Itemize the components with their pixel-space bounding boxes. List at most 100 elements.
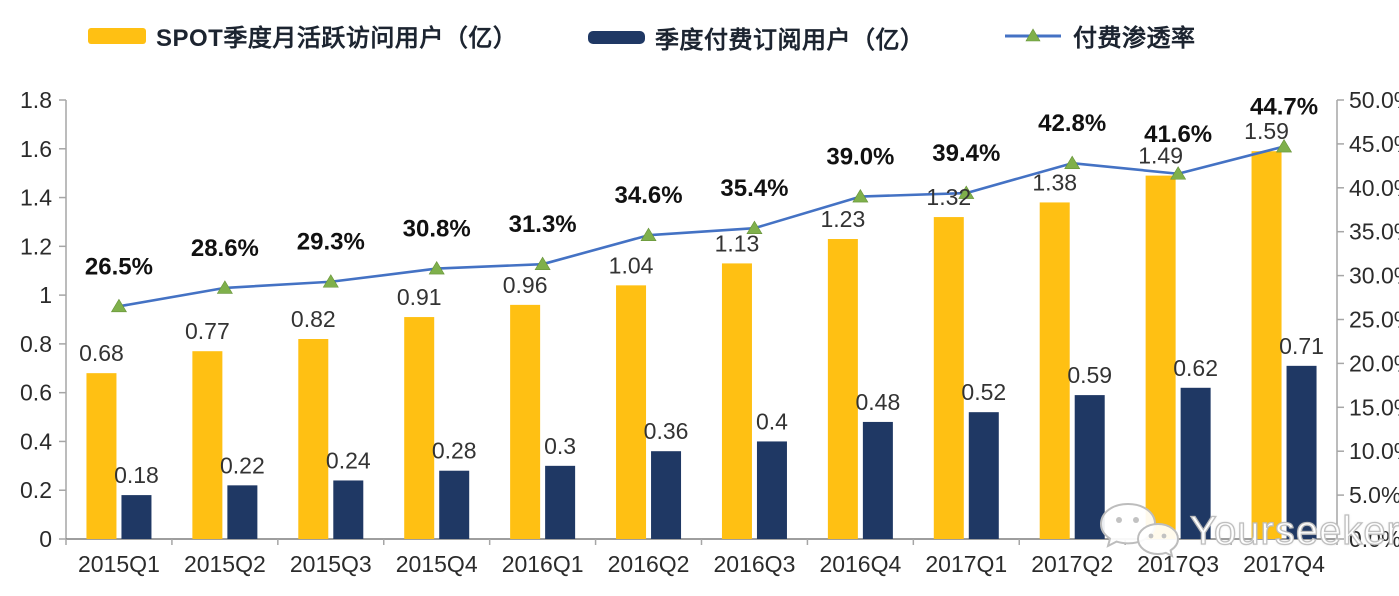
subs-bar xyxy=(333,480,364,539)
mau-value-label: 1.32 xyxy=(926,184,971,210)
legend-label-mau: SPOT季度月活跃访问用户（亿） xyxy=(156,25,518,52)
mau-bar xyxy=(510,304,541,539)
penetration-marker xyxy=(1170,166,1187,180)
mau-value-label: 1.38 xyxy=(1032,169,1077,195)
legend-item-mau: SPOT季度月活跃访问用户（亿） xyxy=(88,18,517,53)
subs-bar xyxy=(1286,365,1317,539)
penetration-value-label: 34.6% xyxy=(615,182,683,209)
penetration-value-label: 31.3% xyxy=(509,211,577,238)
mau-bar xyxy=(827,239,858,539)
legend-label-penetration: 付费渗透率 xyxy=(1073,25,1196,52)
x-axis-label: 2016Q3 xyxy=(714,551,796,577)
subs-bar xyxy=(968,412,999,539)
mau-value-label: 1.04 xyxy=(609,252,654,278)
penetration-value-label: 39.0% xyxy=(826,144,894,171)
subs-value-label: 0.4 xyxy=(756,408,788,434)
mau-value-label: 1.59 xyxy=(1244,118,1289,144)
x-axis-label: 2017Q3 xyxy=(1137,551,1219,577)
mau-bar xyxy=(404,317,435,539)
x-axis-label: 2016Q4 xyxy=(819,551,901,577)
left-axis-label: 0.8 xyxy=(20,331,52,357)
subs-value-label: 0.52 xyxy=(961,379,1006,405)
right-axis-label: 25.0% xyxy=(1349,307,1399,333)
subs-bar xyxy=(862,421,893,539)
penetration-value-label: 35.4% xyxy=(720,175,788,202)
subs-bar xyxy=(1180,387,1211,539)
right-axis-label: 40.0% xyxy=(1349,175,1399,201)
right-axis-label: 50.0% xyxy=(1349,87,1399,113)
penetration-value-label: 28.6% xyxy=(191,235,259,262)
legend-item-penetration: 付费渗透率 xyxy=(1003,18,1196,53)
left-axis-label: 1 xyxy=(39,282,52,308)
left-axis-label: 0.2 xyxy=(20,477,52,503)
mau-bar xyxy=(86,373,117,539)
x-axis-label: 2016Q2 xyxy=(608,551,690,577)
right-axis-label: 30.0% xyxy=(1349,263,1399,289)
x-axis-label: 2015Q4 xyxy=(396,551,478,577)
penetration-marker xyxy=(428,260,445,275)
left-axis-label: 1.4 xyxy=(20,185,52,211)
right-axis-label: 0.0% xyxy=(1349,526,1399,552)
left-axis-label: 1.2 xyxy=(20,233,52,259)
left-axis-label: 0.6 xyxy=(20,380,52,406)
mau-value-label: 0.91 xyxy=(397,284,442,310)
penetration-marker xyxy=(216,280,233,294)
right-axis-label: 45.0% xyxy=(1349,131,1399,157)
mau-bar xyxy=(933,217,964,540)
mau-bar xyxy=(1145,175,1176,539)
mau-bar xyxy=(1251,151,1282,539)
x-axis-label: 2017Q2 xyxy=(1031,551,1113,577)
subs-value-label: 0.3 xyxy=(544,433,576,459)
right-axis-label: 15.0% xyxy=(1349,394,1399,420)
mau-value-label: 0.96 xyxy=(503,272,548,298)
penetration-marker xyxy=(322,274,339,288)
penetration-marker xyxy=(534,256,551,270)
subs-bar xyxy=(756,441,787,539)
x-axis-label: 2017Q4 xyxy=(1243,551,1325,577)
mau-value-label: 1.23 xyxy=(820,206,865,232)
subs-value-label: 0.18 xyxy=(114,462,159,488)
subs-bar xyxy=(545,465,576,539)
mau-value-label: 0.82 xyxy=(291,306,336,332)
penetration-marker xyxy=(746,220,763,234)
right-axis-label: 35.0% xyxy=(1349,219,1399,245)
mau-value-label: 1.49 xyxy=(1138,143,1183,169)
x-axis-label: 2015Q2 xyxy=(184,551,266,577)
left-axis-label: 0.4 xyxy=(20,428,52,454)
penetration-marker xyxy=(110,298,127,313)
subs-value-label: 0.36 xyxy=(644,418,689,444)
penetration-value-label: 30.8% xyxy=(403,216,471,243)
penetration-value-label: 26.5% xyxy=(85,253,153,280)
subs-bar xyxy=(439,470,470,539)
subs-bar xyxy=(227,485,258,539)
penetration-marker xyxy=(640,227,657,242)
right-axis-label: 5.0% xyxy=(1349,482,1399,508)
line-marker-legend-icon xyxy=(1005,27,1061,41)
legend-item-subs: 季度付费订阅用户（亿） xyxy=(588,20,925,55)
left-axis-label: 1.6 xyxy=(20,136,52,162)
subs-value-label: 0.22 xyxy=(220,452,265,478)
penetration-marker xyxy=(1064,155,1081,170)
penetration-marker xyxy=(1276,138,1293,153)
x-axis-label: 2017Q1 xyxy=(925,551,1007,577)
mau-value-label: 0.68 xyxy=(79,340,124,366)
right-axis-label: 10.0% xyxy=(1349,438,1399,464)
subs-bar xyxy=(121,495,152,539)
subs-value-label: 0.48 xyxy=(855,389,900,415)
mau-bar xyxy=(192,351,223,539)
subs-value-label: 0.71 xyxy=(1279,333,1324,359)
subs-value-label: 0.59 xyxy=(1067,362,1112,388)
penetration-marker xyxy=(852,188,869,203)
x-axis-label: 2015Q1 xyxy=(78,551,160,577)
penetration-value-label: 42.8% xyxy=(1038,110,1106,137)
mau-legend-swatch xyxy=(88,27,146,44)
mau-value-label: 0.77 xyxy=(185,318,230,344)
x-axis-label: 2015Q3 xyxy=(290,551,372,577)
subs-legend-swatch xyxy=(588,31,645,44)
mau-bar xyxy=(721,263,752,539)
left-axis-label: 1.8 xyxy=(20,87,52,113)
subs-bar xyxy=(1074,395,1105,539)
penetration-value-label: 44.7% xyxy=(1250,94,1318,121)
